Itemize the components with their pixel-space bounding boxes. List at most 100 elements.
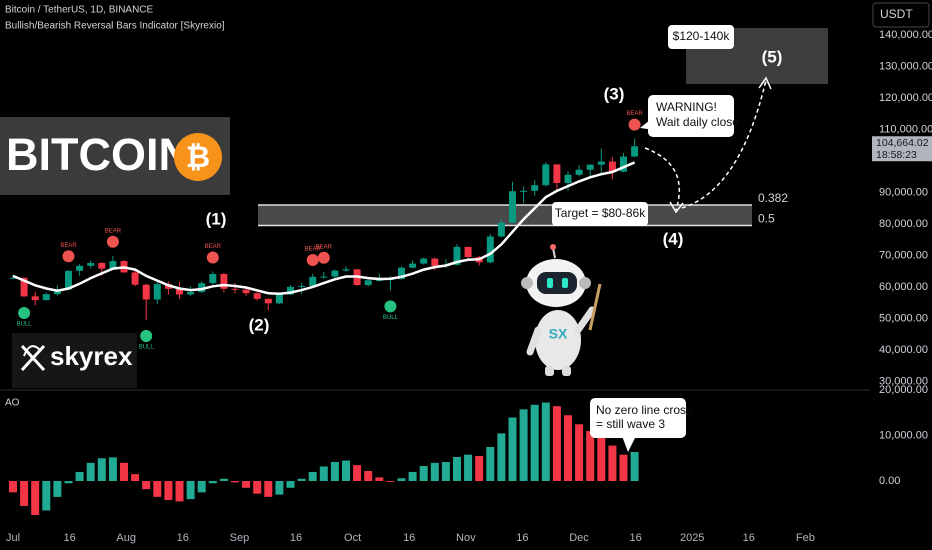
ao-bar [86, 462, 95, 481]
wave-label: (2) [249, 315, 270, 334]
candle-body [131, 272, 139, 285]
ao-bar [575, 424, 584, 481]
candle-body [176, 288, 183, 295]
callout-box [648, 95, 734, 137]
last-price: 104,664.02 [876, 137, 929, 149]
bull-signal-label: BULL [139, 345, 155, 351]
ao-bar [108, 457, 117, 481]
candle-body [109, 261, 117, 269]
bull-signal-label: BULL [17, 322, 33, 328]
y-tick-label: 90,000.00 [879, 186, 928, 198]
candle-body [486, 236, 494, 263]
robot-visor [537, 272, 577, 294]
ao-bar [330, 461, 339, 481]
ao-bar [386, 480, 395, 482]
y-tick-label: 50,000.00 [879, 312, 928, 324]
y-tick-label: 110,000.00 [879, 123, 932, 135]
robot-eye [547, 278, 553, 288]
robot: SX [521, 244, 602, 376]
callout-tail [640, 120, 655, 130]
bear-signal [306, 253, 319, 266]
arrow [681, 79, 767, 209]
candle-body [364, 280, 372, 286]
ao-bar [219, 478, 228, 481]
bear-signal [206, 251, 219, 264]
ao-bar [408, 471, 417, 481]
bull-signal [384, 300, 397, 313]
y-tick-label: 30,000.00 [879, 375, 928, 387]
ao-bar [552, 406, 561, 481]
logo-symbol: ₿ [186, 141, 210, 174]
ao-bar [564, 415, 572, 481]
ao-bar [486, 446, 495, 481]
ao-bar [131, 474, 140, 481]
y-tick-label: 10,000.00 [879, 430, 928, 442]
wave-label: (5) [762, 47, 783, 66]
candle-body [597, 161, 605, 165]
candle-body [542, 164, 550, 186]
ao-bar [630, 451, 639, 481]
candle-body [531, 185, 539, 191]
ao-bar [497, 433, 506, 481]
candle-body [464, 246, 472, 257]
ao-bar [42, 480, 51, 511]
ao-bar [441, 461, 450, 481]
candle-body [65, 270, 72, 290]
last-price-badge [872, 136, 932, 162]
x-tick-label: 16 [516, 532, 528, 544]
candle-body [420, 258, 428, 264]
candle-body [620, 156, 627, 172]
ao-bar [175, 480, 184, 502]
x-tick-label: 2025 [680, 532, 704, 544]
candle-body [431, 258, 439, 267]
candle-body [253, 293, 261, 299]
bear-signal-label: BEAR [626, 111, 643, 117]
ao-bar [142, 480, 151, 490]
bear-signal [317, 251, 330, 264]
y-tick-label: 60,000.00 [879, 281, 928, 293]
bear-signal-label: BEAR [60, 243, 77, 249]
candle-body [520, 190, 528, 192]
ao-bar [475, 456, 484, 481]
candle-body [242, 289, 250, 294]
candle-body [220, 273, 228, 289]
ao-bar [64, 480, 73, 484]
ao-bar [319, 466, 328, 481]
ao-bar [464, 454, 473, 481]
ao-bar [453, 456, 461, 481]
wave-label: (1) [206, 209, 227, 228]
ao-bar [231, 480, 239, 483]
fib-band [258, 205, 752, 226]
ao-bar [375, 477, 384, 481]
currency[interactable]: USDT [880, 7, 913, 21]
bear-signal-label: BEAR [105, 228, 122, 234]
fib-label: 0.5 [758, 212, 775, 226]
fib-label: 0.382 [758, 191, 788, 205]
candle-body [9, 277, 17, 279]
candle-body [309, 276, 317, 286]
candle-body [564, 174, 572, 183]
callout-box [590, 398, 686, 438]
ao-bar [619, 454, 628, 481]
candle-body [76, 265, 84, 271]
ao-bar [53, 480, 62, 497]
candle-body [331, 270, 339, 277]
ao-bar [242, 480, 251, 488]
bear-signal-label: BEAR [205, 244, 222, 250]
candle-body [497, 222, 505, 237]
ao-bar [541, 402, 550, 481]
ao-bar [164, 480, 173, 501]
robot-antenna-tip [550, 244, 556, 250]
y-tick-label: 130,000.00 [879, 60, 932, 72]
robot-badge: SX [549, 326, 568, 342]
x-tick-label: Sep [230, 532, 250, 544]
logo-text: BITCOIN [6, 129, 191, 180]
currency-box[interactable] [872, 2, 930, 28]
ao-bar [519, 409, 528, 481]
ao-bar [297, 478, 306, 481]
ao-bar [586, 431, 595, 481]
candle-body [342, 269, 350, 271]
indicator-title: Bullish/Bearish Reversal Bars Indicator … [5, 21, 225, 32]
ao-bar [20, 480, 29, 506]
